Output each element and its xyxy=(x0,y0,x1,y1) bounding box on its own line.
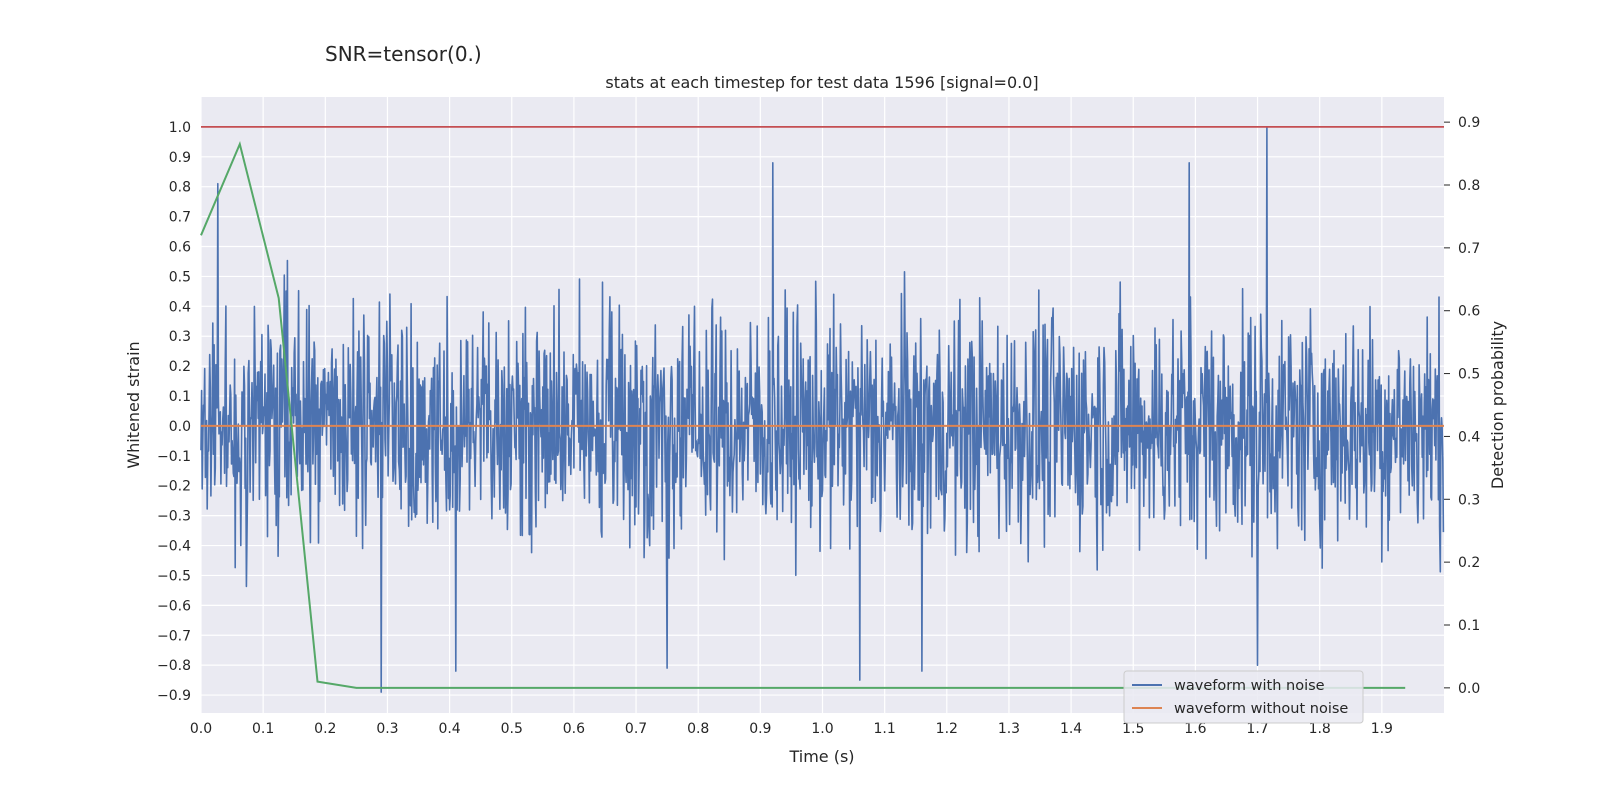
y-tick-label: 0.2 xyxy=(169,359,191,375)
y-tick-label: 0.4 xyxy=(169,299,191,315)
x-tick-label: 1.7 xyxy=(1246,721,1268,737)
y-tick-label: −0.2 xyxy=(157,479,191,495)
y-axis-label: Whitened strain xyxy=(124,341,143,468)
y-tick-label: −0.1 xyxy=(157,449,191,465)
x-tick-label: 1.3 xyxy=(998,721,1020,737)
y-right-tick-label: 0.5 xyxy=(1458,367,1480,383)
x-axis-label: Time (s) xyxy=(788,747,854,766)
y-tick-label: 0.6 xyxy=(169,240,191,256)
y-right-axis-label: Detection probability xyxy=(1488,321,1507,489)
y-tick-label: −0.5 xyxy=(157,568,191,584)
noise-waveform-line xyxy=(200,126,1445,693)
y-axis-ticks: 1.0 0.9 0.8 0.7 0.6 0.5 0.4 0.3 0.2 0.1 0.0 −0.1 −0.… xyxy=(157,120,191,704)
y-right-tick-label: 0.2 xyxy=(1458,555,1480,571)
x-tick-label: 1.8 xyxy=(1309,721,1331,737)
y-tick-label: 0.1 xyxy=(169,389,191,405)
x-tick-label: 0.1 xyxy=(252,721,274,737)
legend-label-with-noise: waveform with noise xyxy=(1174,678,1325,694)
chart-title: stats at each timestep for test data 159… xyxy=(605,73,1038,92)
x-tick-label: 0.0 xyxy=(190,721,212,737)
legend-label-without-noise: waveform without noise xyxy=(1174,701,1348,717)
x-tick-label: 0.6 xyxy=(563,721,585,737)
x-tick-label: 0.2 xyxy=(314,721,336,737)
x-tick-label: 1.4 xyxy=(1060,721,1082,737)
x-tick-label: 1.0 xyxy=(811,721,833,737)
y-tick-label: −0.8 xyxy=(157,658,191,674)
x-tick-label: 0.9 xyxy=(749,721,771,737)
y-tick-label: −0.9 xyxy=(157,688,191,704)
y-tick-label: 0.0 xyxy=(169,419,191,435)
y-tick-label: 0.7 xyxy=(169,210,191,226)
y-right-axis-ticks: 0.9 0.8 0.7 0.6 0.5 0.4 0.3 0.2 0.1 0.0 xyxy=(1444,115,1480,697)
y-right-tick-label: 0.8 xyxy=(1458,178,1480,194)
x-tick-label: 0.3 xyxy=(376,721,398,737)
y-right-tick-label: 0.4 xyxy=(1458,429,1480,445)
y-tick-label: 0.8 xyxy=(169,180,191,196)
y-tick-label: 0.5 xyxy=(169,269,191,285)
x-tick-label: 0.8 xyxy=(687,721,709,737)
figure-suptitle: SNR=tensor(0.) xyxy=(325,42,482,66)
x-tick-label: 0.7 xyxy=(625,721,647,737)
x-tick-label: 1.6 xyxy=(1184,721,1206,737)
y-tick-label: −0.6 xyxy=(157,598,191,614)
legend-box xyxy=(1123,670,1364,724)
x-tick-label: 1.1 xyxy=(874,721,896,737)
y-tick-label: 1.0 xyxy=(169,120,191,136)
y-tick-label: −0.7 xyxy=(157,628,191,644)
x-tick-label: 1.9 xyxy=(1371,721,1393,737)
series-waveform-with-noise xyxy=(200,126,1445,693)
y-right-tick-label: 0.0 xyxy=(1458,681,1480,697)
y-tick-label: −0.4 xyxy=(157,539,191,555)
legend: waveform with noise waveform without noi… xyxy=(1123,670,1364,724)
x-tick-label: 0.5 xyxy=(501,721,523,737)
y-tick-label: 0.9 xyxy=(169,150,191,166)
x-tick-label: 0.4 xyxy=(438,721,460,737)
y-right-tick-label: 0.7 xyxy=(1458,241,1480,257)
y-tick-label: −0.3 xyxy=(157,509,191,525)
x-tick-label: 1.2 xyxy=(936,721,958,737)
y-right-tick-label: 0.3 xyxy=(1458,492,1480,508)
x-axis-ticks: 0.0 0.1 0.2 0.3 0.4 0.5 0.6 0.7 0.8 0.9 1.0 1.1 1.2 1… xyxy=(190,721,1393,737)
x-tick-label: 1.5 xyxy=(1122,721,1144,737)
y-tick-label: 0.3 xyxy=(169,329,191,345)
y-right-tick-label: 0.6 xyxy=(1458,304,1480,320)
y-right-tick-label: 0.1 xyxy=(1458,618,1480,634)
y-right-tick-label: 0.9 xyxy=(1458,115,1480,131)
